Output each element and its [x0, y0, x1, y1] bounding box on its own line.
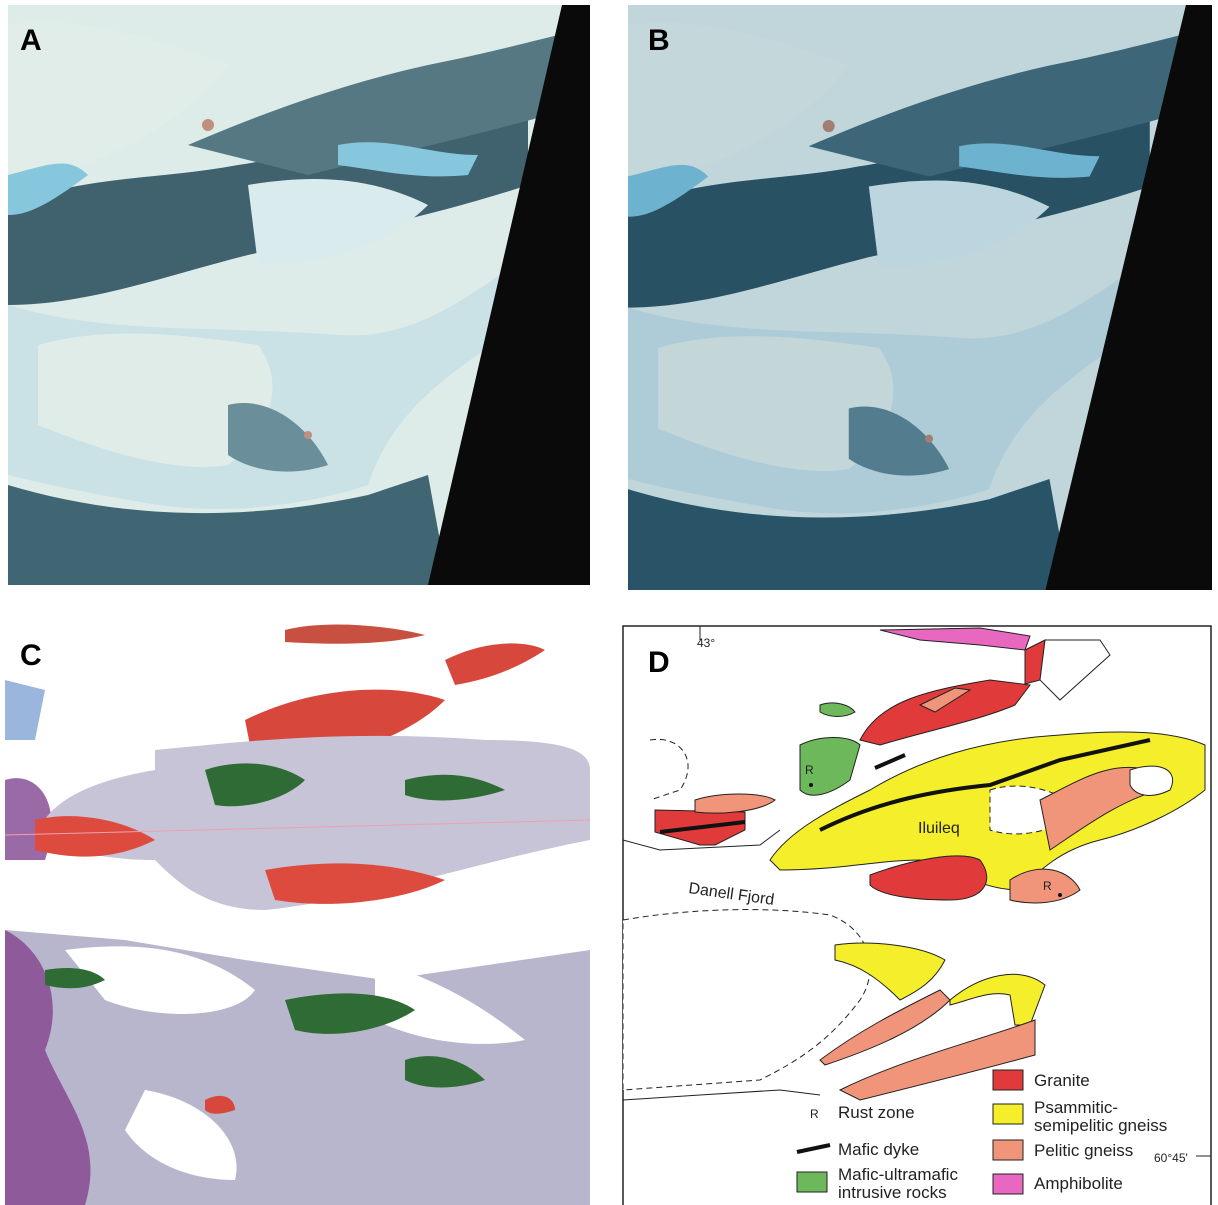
legend-symbol: R	[810, 1107, 819, 1121]
legend-label: semipelitic gneiss	[1034, 1116, 1167, 1135]
rust-point	[809, 783, 813, 787]
legend-swatch	[993, 1174, 1023, 1194]
legend-label: Psammitic-	[1034, 1098, 1118, 1117]
legend-label: Amphibolite	[1034, 1174, 1123, 1193]
legend-swatch	[797, 1172, 827, 1192]
rust-mark: R	[1043, 879, 1052, 893]
legend-label: Pelitic gneiss	[1034, 1141, 1133, 1160]
legend-swatch	[993, 1140, 1023, 1160]
latitude-label: 60°45'	[1154, 1151, 1188, 1165]
satellite-image	[8, 5, 590, 585]
legend-label: Granite	[1034, 1071, 1090, 1090]
panel-c: C	[5, 620, 590, 1205]
legend-label: Mafic-ultramafic	[838, 1165, 958, 1184]
panel-label: A	[20, 24, 42, 57]
panel-a: A	[8, 5, 590, 585]
legend-swatch	[993, 1070, 1023, 1090]
legend-label: Rust zone	[838, 1103, 915, 1122]
panel-d: 43° D Iluileq Danell Fjord R R R Rust zo…	[623, 626, 1211, 1205]
classified-image	[5, 620, 590, 1205]
longitude-label: 43°	[697, 636, 715, 650]
panel-b: B	[628, 5, 1212, 590]
rust-point	[1058, 893, 1062, 897]
figure: A B	[0, 0, 1218, 1205]
panel-label: D	[648, 646, 670, 679]
legend-swatch	[993, 1104, 1023, 1124]
place-label: Iluileq	[918, 820, 960, 837]
rust-mark: R	[805, 763, 814, 777]
coastline	[1130, 766, 1173, 795]
panel-label: C	[20, 639, 42, 672]
panel-label: B	[648, 24, 670, 57]
satellite-image	[628, 5, 1212, 590]
legend-label: intrusive rocks	[838, 1183, 947, 1202]
legend-label: Mafic dyke	[838, 1140, 919, 1159]
